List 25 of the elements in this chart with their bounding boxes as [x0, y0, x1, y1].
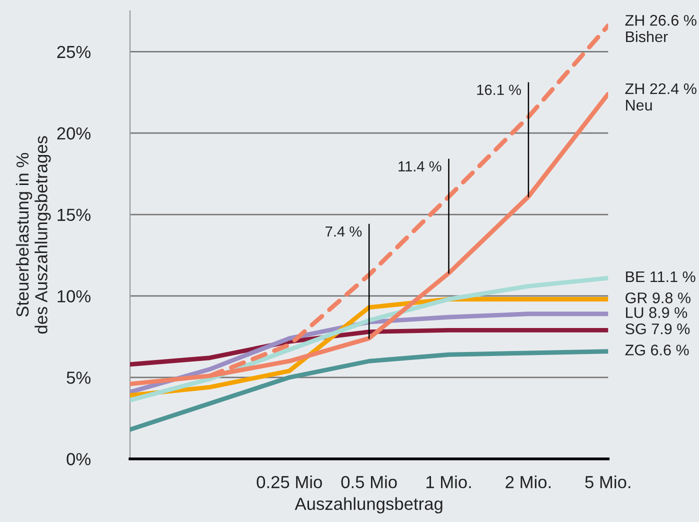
y-tick-label: 5% [66, 372, 91, 384]
x-tick-label: 0.5 Mio [341, 476, 397, 488]
annotation: 7.4 % [326, 226, 362, 237]
x-tick-label: 2 Mio. [506, 476, 550, 488]
y-tick-label: 10% [58, 290, 91, 302]
y-axis-title: Steuerbelastung in % des Auszahlungsbetrages [16, 136, 51, 334]
annotation: 11.4 % [398, 161, 442, 172]
y-tick-label: 25% [57, 46, 91, 58]
series-label: LU 8.9 % [626, 307, 688, 318]
series-label: GR 9.8 % [626, 292, 690, 304]
series-label: ZH 26.6 % Bisher [625, 14, 696, 42]
x-axis-title: Auszahlungsbetrag [294, 497, 442, 514]
line-series [130, 349, 608, 432]
y-tick-label: 20% [57, 127, 91, 140]
y-tick-label: 15% [58, 208, 91, 222]
series-label: BE 11.1 % [626, 271, 696, 282]
x-tick-label: 0.25 Mio [256, 476, 322, 488]
x-tick-label: 1 Mio. [426, 476, 471, 488]
x-tick-label: 5 Mio. [585, 476, 630, 488]
series-label: ZH 22.4 % Neu [625, 83, 696, 111]
line-series [130, 276, 608, 402]
y-tick-label: 0% [66, 453, 91, 466]
annotation: 16.1 % [477, 84, 521, 95]
series-label: ZG 6.6 % [625, 344, 689, 356]
series-label: SG 7.9 % [625, 323, 690, 334]
